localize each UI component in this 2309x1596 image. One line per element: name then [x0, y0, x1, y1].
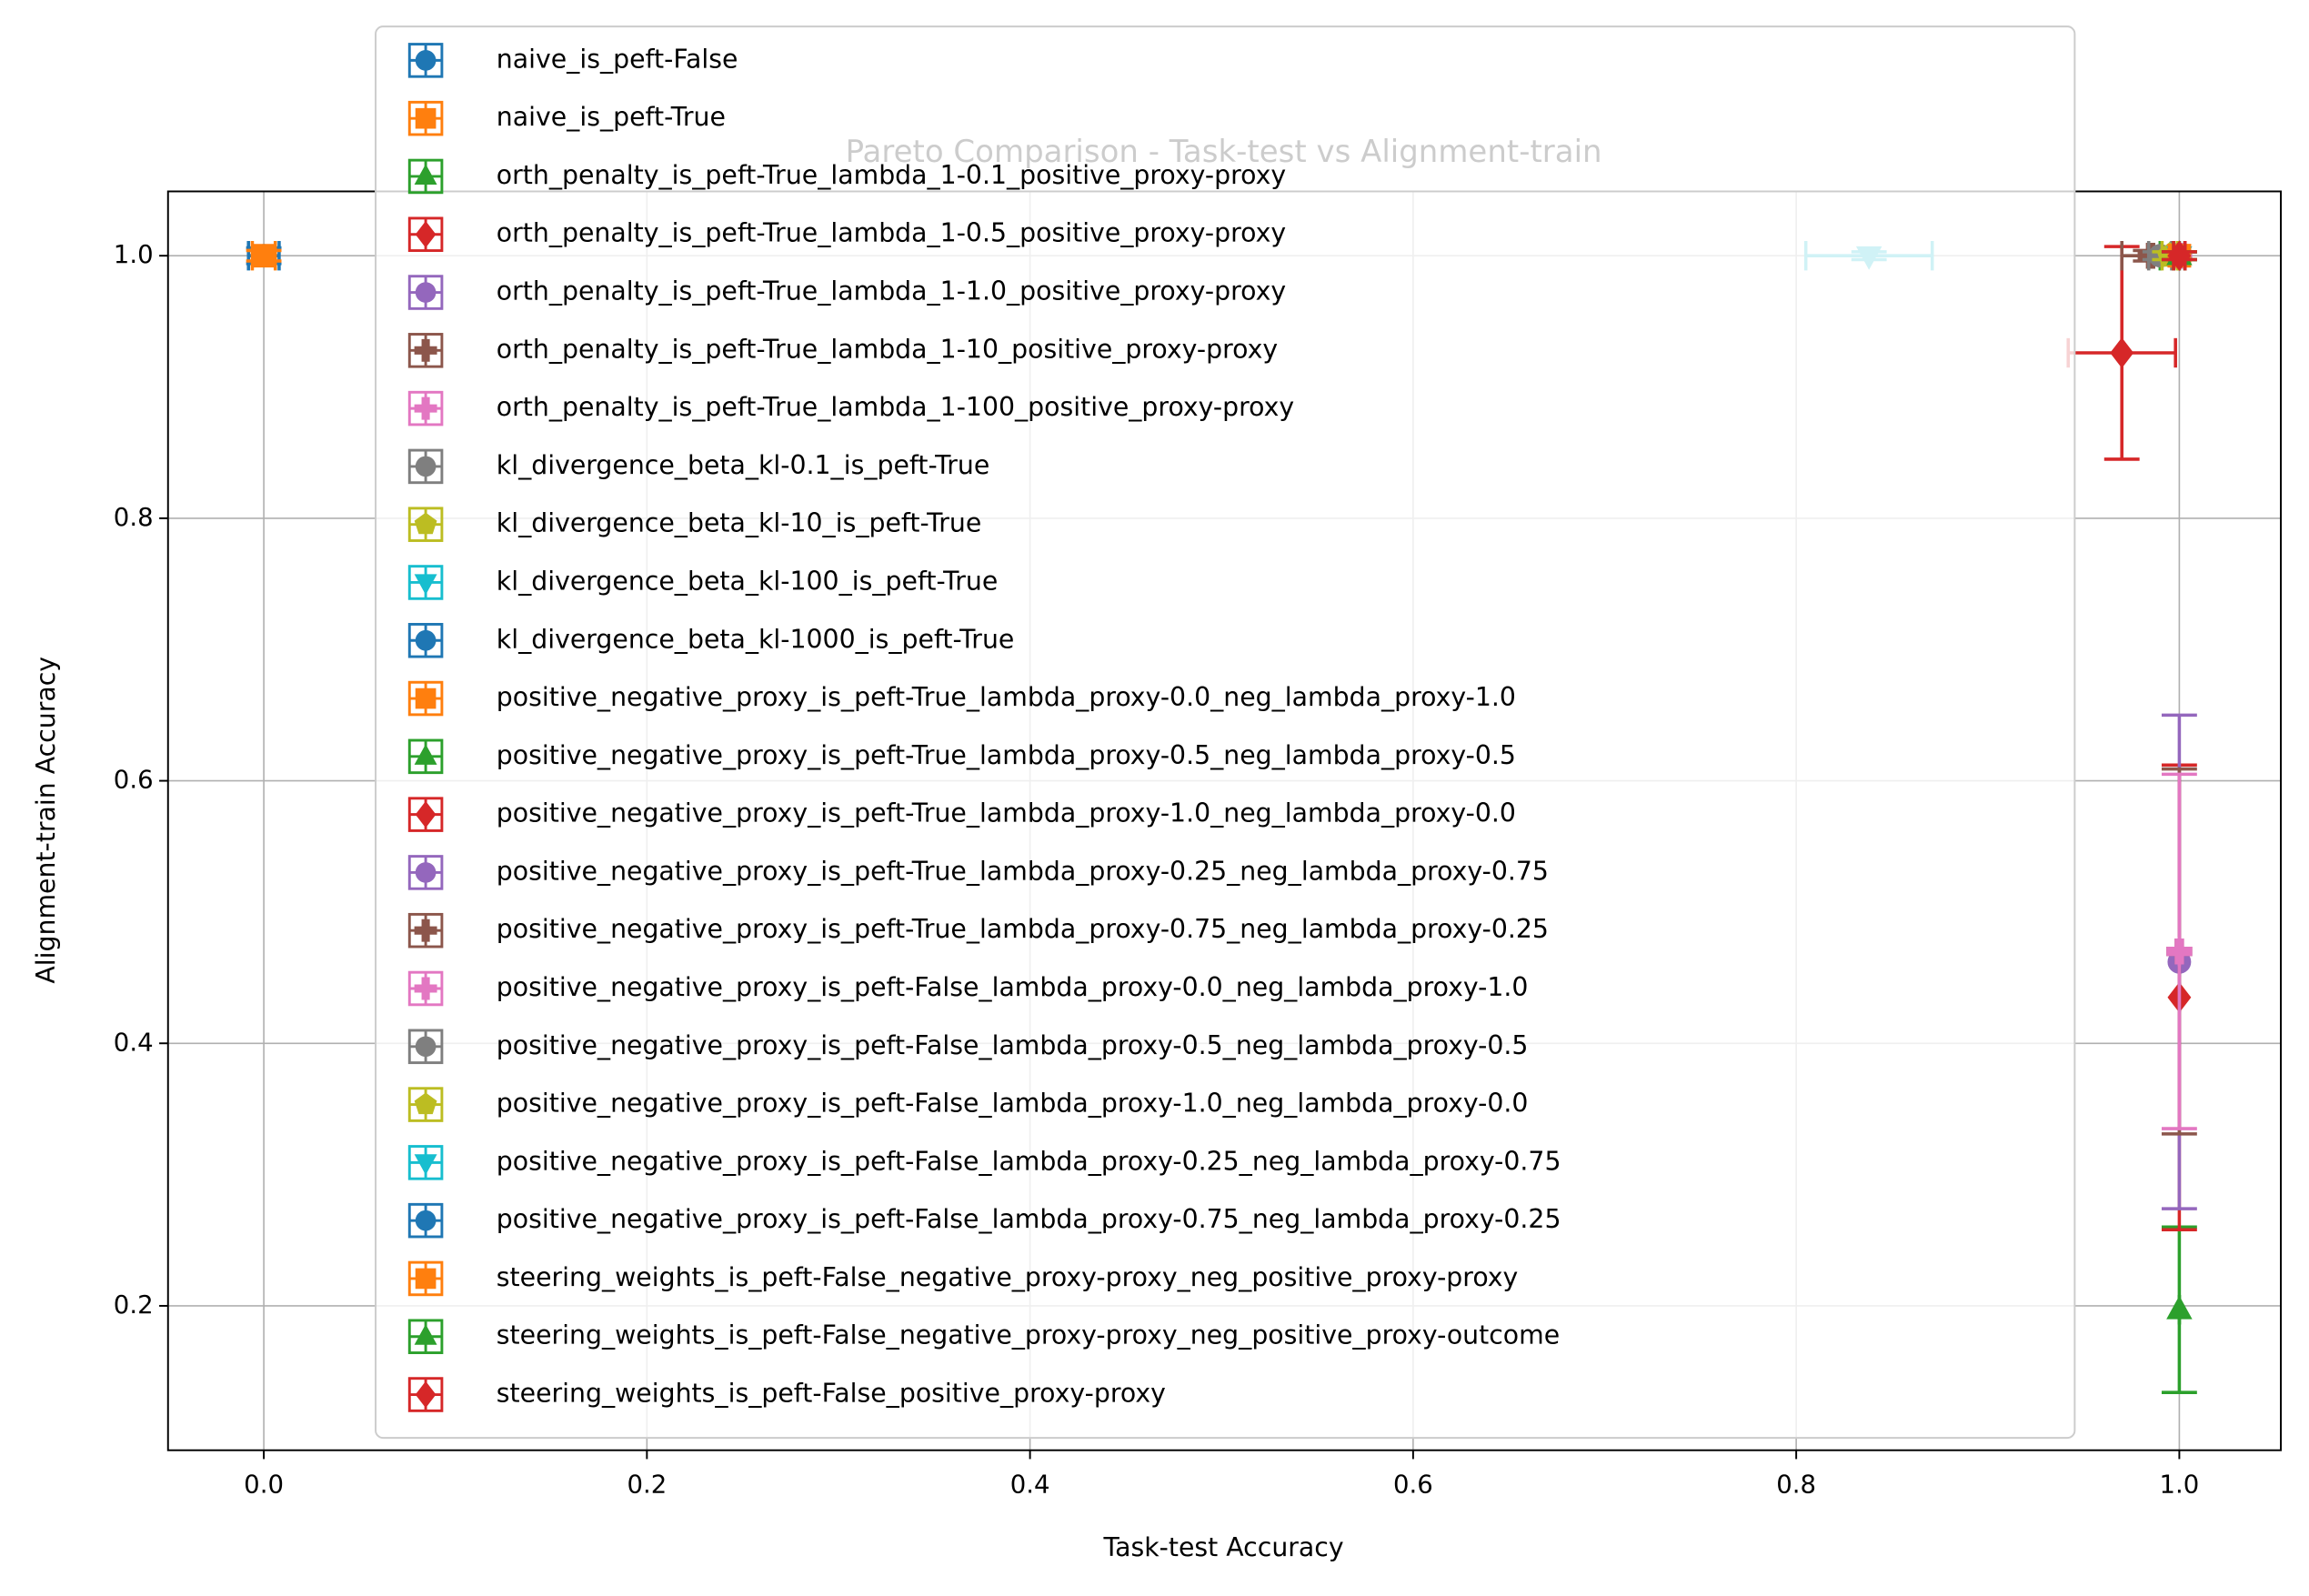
- y-tick-label: 0.2: [114, 1290, 154, 1320]
- legend-label: kl_divergence_beta_kl-0.1_is_peft-True: [497, 450, 990, 480]
- legend-marker: [414, 744, 437, 765]
- legend-handle-cap: [407, 970, 444, 1007]
- legend-marker: [415, 862, 437, 883]
- legend-label: positive_negative_proxy_is_peft-True_lam…: [497, 682, 1516, 712]
- y-tick-label: 0.4: [114, 1028, 154, 1057]
- legend-handle-cap: [407, 448, 444, 485]
- legend-marker: [415, 1210, 437, 1231]
- legend-marker: [415, 456, 437, 477]
- legend-label: positive_negative_proxy_is_peft-True_lam…: [497, 914, 1549, 944]
- legend-marker: [414, 1324, 437, 1345]
- legend-handle-cap: [407, 565, 444, 600]
- legend-handle-cap: [407, 275, 444, 310]
- legend-handle-cap: [407, 100, 444, 136]
- legend-marker: [414, 977, 437, 1000]
- legend-label: kl_divergence_beta_kl-1000_is_peft-True: [497, 624, 1015, 654]
- legend: naive_is_peft-False naive_is_peft-Trueort…: [375, 25, 2076, 1440]
- point: [2166, 938, 2193, 965]
- legend-marker: [415, 800, 437, 828]
- data-layer: [246, 240, 2197, 1394]
- legend-label: kl_divergence_beta_kl-10_is_peft-True: [497, 508, 982, 538]
- legend-handle-cap: [407, 158, 444, 195]
- legend-handle-cap: [407, 43, 444, 78]
- legend-label: orth_penalty_is_peft-True_lambda_1-0.5_p…: [497, 218, 1286, 248]
- legend-handle-cap: [407, 1202, 444, 1239]
- legend-handle-cap: [407, 738, 444, 775]
- legend-label: positive_negative_proxy_is_peft-True_lam…: [497, 798, 1516, 828]
- legend-handle-cap: [407, 1377, 444, 1412]
- x-axis-label: Task-test Accuracy: [1103, 1532, 1344, 1562]
- legend-label: orth_penalty_is_peft-True_lambda_1-10_po…: [497, 334, 1278, 364]
- legend-label: positive_negative_proxy_is_peft-False_la…: [497, 1089, 1529, 1119]
- legend-label: steering_weights_is_peft-False_positive_…: [497, 1379, 1166, 1409]
- legend-handle-cap: [407, 1145, 444, 1180]
- x-tick-label: 0.2: [627, 1471, 667, 1500]
- legend-label: positive_negative_proxy_is_peft-False_la…: [497, 972, 1529, 1002]
- point: [2110, 337, 2134, 368]
- legend-marker: [415, 1380, 437, 1409]
- point: [2167, 240, 2192, 272]
- legend-handle-cap: [407, 623, 444, 658]
- legend-label: positive_negative_proxy_is_peft-False_la…: [497, 1030, 1529, 1060]
- legend-label: orth_penalty_is_peft-True_lambda_1-1.0_p…: [497, 276, 1286, 306]
- legend-marker: [414, 164, 437, 186]
- legend-handle-cap: [407, 1260, 444, 1297]
- legend-handle-cap: [407, 797, 444, 832]
- legend-marker: [415, 50, 437, 71]
- legend-marker: [414, 1092, 437, 1115]
- legend-marker: [415, 1036, 437, 1058]
- legend-marker: [414, 338, 437, 362]
- point: [2166, 1295, 2193, 1320]
- legend-label: positive_negative_proxy_is_peft-False_la…: [497, 1146, 1561, 1176]
- legend-label: steering_weights_is_peft-False_negative_…: [497, 1320, 1560, 1350]
- legend-marker: [415, 1268, 437, 1290]
- legend-handle-cap: [407, 507, 444, 542]
- y-tick-label: 0.6: [114, 766, 154, 795]
- legend-handle-cap: [407, 216, 444, 253]
- series: [2161, 240, 2197, 272]
- legend-marker: [415, 688, 437, 709]
- legend-handle-cap: [407, 333, 444, 368]
- legend-label: steering_weights_is_peft-False_negative_…: [497, 1262, 1519, 1292]
- legend-handle-cap: [407, 390, 444, 427]
- legend-handle-cap: [407, 680, 444, 717]
- legend-marker: [414, 1154, 437, 1175]
- x-tick-label: 0.6: [1393, 1471, 1433, 1500]
- legend-marker: [415, 282, 437, 303]
- y-tick-label: 1.0: [114, 240, 154, 269]
- legend-label: naive_is_peft-True: [497, 102, 726, 132]
- legend-handle-cap: [407, 1319, 444, 1354]
- legend-marker: [415, 107, 437, 129]
- y-tick-label: 0.8: [114, 503, 154, 532]
- legend-marker: [414, 918, 437, 942]
- legend-label: positive_negative_proxy_is_peft-True_lam…: [497, 740, 1516, 770]
- x-tick-label: 1.0: [2160, 1471, 2200, 1500]
- legend-handle-cap: [407, 1087, 444, 1122]
- legend-handle-cap: [407, 855, 444, 890]
- legend-marker: [414, 574, 437, 596]
- legend-label: positive_negative_proxy_is_peft-True_lam…: [497, 856, 1549, 886]
- legend-handle-cap: [407, 1029, 444, 1065]
- legend-label: kl_divergence_beta_kl-100_is_peft-True: [497, 566, 999, 596]
- legend-box: [375, 25, 2076, 1440]
- legend-label: positive_negative_proxy_is_peft-False_la…: [497, 1204, 1561, 1234]
- x-tick-label: 0.8: [1776, 1471, 1816, 1500]
- y-axis-label: Alignment-train Accuracy: [31, 657, 61, 984]
- legend-label: naive_is_peft-False: [497, 44, 738, 74]
- legend-marker: [415, 629, 437, 651]
- legend-label: orth_penalty_is_peft-True_lambda_1-0.1_p…: [497, 160, 1286, 190]
- series: [246, 241, 282, 271]
- legend-label: orth_penalty_is_peft-True_lambda_1-100_p…: [497, 392, 1294, 422]
- point: [252, 244, 276, 268]
- x-tick-label: 0.0: [244, 1471, 284, 1500]
- legend-marker: [414, 512, 437, 535]
- x-tick-label: 0.4: [1010, 1471, 1050, 1500]
- legend-marker: [414, 396, 437, 420]
- legend-handle-cap: [407, 912, 444, 949]
- series: [2161, 772, 2197, 1130]
